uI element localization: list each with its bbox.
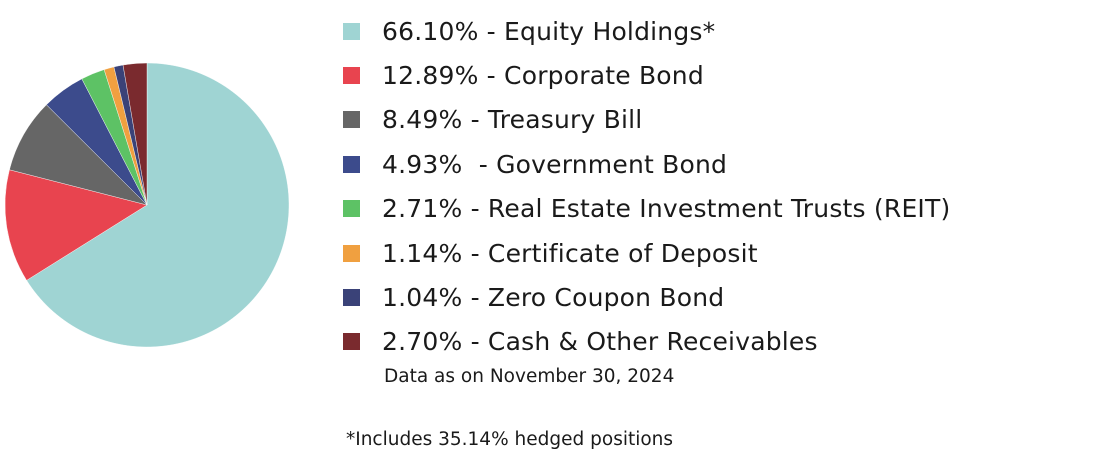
data-as-of-date: Data as on November 30, 2024 — [384, 366, 675, 387]
legend-label: 1.04% - Zero Coupon Bond — [382, 283, 725, 313]
legend-swatch — [343, 289, 360, 307]
legend-label: 4.93% - Government Bond — [382, 149, 728, 179]
legend-item-corporate-bond: 12.89% - Corporate Bond — [343, 53, 950, 97]
legend-swatch — [343, 22, 360, 40]
legend-item-cash-other-receivables: 2.70% - Cash & Other Receivables — [343, 320, 950, 364]
allocation-pie-chart — [4, 62, 290, 348]
legend-swatch — [343, 333, 360, 351]
legend-item-zero-coupon-bond: 1.04% - Zero Coupon Bond — [343, 275, 950, 319]
legend-item-treasury-bill: 8.49% - Treasury Bill — [343, 98, 950, 142]
legend-label: 12.89% - Corporate Bond — [382, 61, 704, 91]
pie-slice-0 — [26, 62, 290, 348]
legend-swatch — [343, 244, 360, 262]
pie-slice-7 — [122, 62, 148, 206]
chart-legend: 66.10% - Equity Holdings* 12.89% - Corpo… — [343, 9, 950, 364]
legend-item-equity-holdings: 66.10% - Equity Holdings* — [343, 9, 950, 53]
legend-item-reit: 2.71% - Real Estate Investment Trusts (R… — [343, 187, 950, 231]
legend-swatch — [343, 155, 360, 173]
pie-slices — [4, 62, 290, 348]
legend-item-government-bond: 4.93% - Government Bond — [343, 142, 950, 186]
legend-label: 66.10% - Equity Holdings* — [382, 16, 716, 46]
pie-slice-1 — [4, 169, 148, 281]
legend-swatch — [343, 200, 360, 218]
legend-swatch — [343, 67, 360, 85]
footnote: *Includes 35.14% hedged positions — [346, 429, 674, 450]
legend-label: 2.71% - Real Estate Investment Trusts (R… — [382, 194, 951, 224]
legend-label: 8.49% - Treasury Bill — [382, 105, 643, 135]
legend-swatch — [343, 111, 360, 129]
legend-label: 2.70% - Cash & Other Receivables — [382, 327, 818, 357]
legend-item-certificate-of-deposit: 1.14% - Certificate of Deposit — [343, 231, 950, 275]
legend-label: 1.14% - Certificate of Deposit — [382, 238, 758, 268]
